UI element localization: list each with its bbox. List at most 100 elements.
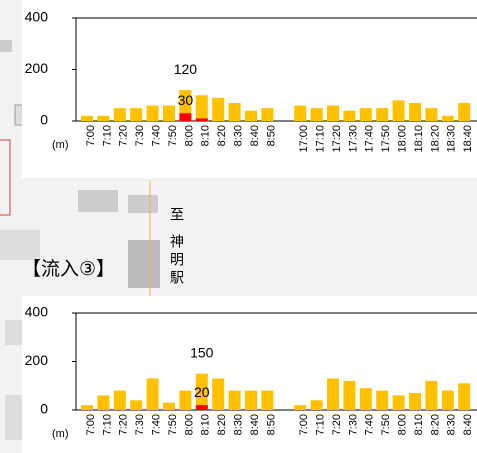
x-tick-label: 17:20	[331, 125, 343, 153]
bar	[441, 390, 454, 410]
bar	[392, 395, 405, 410]
building	[0, 230, 40, 260]
bar	[245, 110, 257, 121]
bar	[310, 108, 323, 121]
bar	[376, 108, 389, 121]
bar	[409, 102, 421, 121]
bar	[409, 393, 421, 410]
bar	[343, 110, 356, 121]
bar	[441, 115, 454, 121]
data-label: 30	[178, 92, 194, 108]
bar	[195, 405, 208, 410]
data-label: 20	[194, 384, 210, 400]
y-unit-label: (m)	[52, 428, 69, 440]
y-tick-label: 400	[25, 304, 49, 320]
data-label: 120	[174, 61, 198, 77]
x-tick-label: 8:40	[249, 414, 261, 435]
bar	[195, 373, 208, 410]
bar	[212, 378, 225, 410]
bar	[245, 390, 257, 410]
x-tick-label: 7:10	[315, 414, 327, 435]
y-tick-label: 400	[25, 9, 49, 25]
x-tick-label: 8:30	[446, 414, 458, 435]
bar	[179, 390, 192, 410]
x-tick-label: 7:40	[151, 125, 163, 146]
bar	[327, 378, 339, 410]
x-tick-label: 8:00	[183, 125, 195, 146]
x-tick-label: 8:00	[183, 414, 195, 435]
bar	[294, 105, 307, 121]
map-direction: 至	[170, 207, 184, 223]
x-tick-label: 7:30	[347, 414, 359, 435]
x-tick-label: 18:30	[446, 125, 458, 153]
x-tick-label: 17:30	[347, 125, 359, 153]
bar	[130, 400, 143, 410]
x-tick-label: 7:40	[151, 414, 163, 435]
bar	[163, 402, 175, 410]
x-tick-label: 7:50	[167, 125, 179, 146]
bar	[310, 400, 323, 410]
x-tick-label: 7:40	[364, 414, 376, 435]
bar	[261, 108, 274, 121]
map-title: 【流入③】	[22, 258, 115, 280]
chart-panel	[22, 0, 477, 178]
x-tick-label: 8:20	[216, 125, 228, 146]
bar	[81, 405, 93, 410]
x-tick-label: 7:30	[134, 414, 146, 435]
y-tick-label: 200	[25, 352, 49, 368]
y-tick-label: 200	[25, 60, 49, 76]
bar	[113, 390, 126, 410]
x-tick-label: 18:20	[429, 125, 441, 153]
x-tick-label: 7:00	[85, 125, 97, 146]
x-tick-label: 8:10	[200, 414, 212, 435]
bar	[343, 380, 356, 410]
bar	[195, 95, 208, 121]
x-tick-label: 8:20	[429, 414, 441, 435]
y-tick-label: 0	[40, 112, 48, 128]
bar	[97, 115, 110, 121]
x-tick-label: 7:00	[85, 414, 97, 435]
x-tick-label: 7:10	[101, 414, 113, 435]
x-tick-label: 7:20	[118, 125, 130, 146]
x-tick-label: 18:40	[462, 125, 474, 153]
map-direction: 駅	[170, 270, 184, 286]
bar	[113, 108, 126, 121]
y-tick-label: 0	[40, 401, 48, 417]
bar	[179, 113, 192, 121]
building	[128, 240, 160, 288]
bar	[294, 405, 307, 410]
bar	[327, 105, 339, 121]
bar	[359, 108, 372, 121]
x-tick-label: 8:10	[413, 414, 425, 435]
bar	[212, 97, 225, 121]
bar	[146, 378, 159, 410]
x-tick-label: 7:50	[380, 414, 392, 435]
building	[0, 40, 12, 52]
x-tick-label: 17:40	[364, 125, 376, 153]
x-tick-label: 8:00	[397, 414, 409, 435]
x-tick-label: 17:10	[315, 125, 327, 153]
bar	[81, 115, 93, 121]
map-direction: 神	[170, 234, 184, 250]
x-tick-label: 18:10	[413, 125, 425, 153]
x-tick-label: 7:00	[298, 414, 310, 435]
x-tick-label: 17:00	[298, 125, 310, 153]
bar	[458, 383, 471, 410]
bar	[458, 102, 471, 121]
bar	[392, 100, 405, 121]
bar	[425, 380, 438, 410]
data-label: 150	[190, 344, 214, 360]
bar	[97, 395, 110, 410]
x-tick-label: 7:10	[101, 125, 113, 146]
bar	[228, 390, 241, 410]
bar	[195, 118, 208, 121]
bar	[425, 108, 438, 121]
x-tick-label: 8:50	[265, 125, 277, 146]
map-direction: 明	[170, 252, 184, 268]
x-tick-label: 8:30	[233, 414, 245, 435]
x-tick-label: 8:20	[216, 414, 228, 435]
x-tick-label: 8:10	[200, 125, 212, 146]
building	[78, 190, 118, 212]
building	[128, 195, 158, 213]
